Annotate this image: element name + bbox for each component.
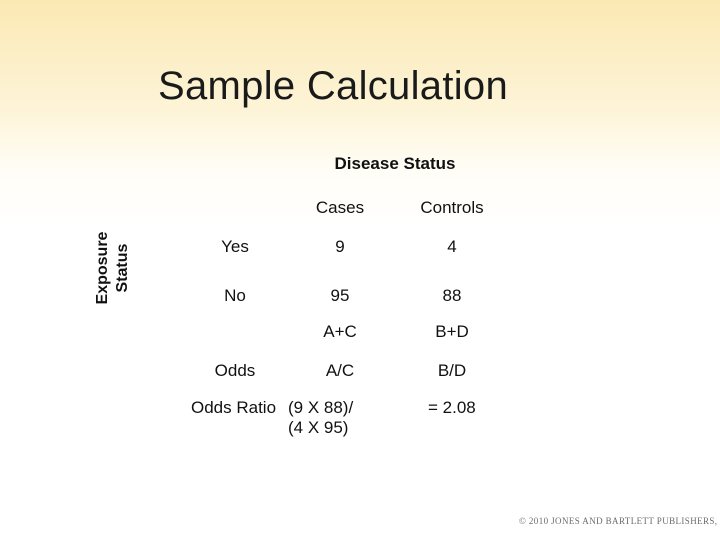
odds-ratio-result: = 2.08 xyxy=(428,398,476,417)
column-group-header: Disease Status xyxy=(334,154,456,173)
slide-title: Sample Calculation xyxy=(158,64,509,108)
column-header-controls: Controls xyxy=(420,198,484,217)
odds-controls: B/D xyxy=(437,361,467,380)
row-label-yes: Yes xyxy=(221,237,249,256)
odds-ratio-formula-line2: (4 X 95) xyxy=(288,418,349,437)
copyright-notice: © 2010 JONES AND BARTLETT PUBLISHERS, LL… xyxy=(519,516,720,526)
odds-label: Odds xyxy=(214,361,256,380)
total-controls: B+D xyxy=(435,322,469,341)
cell-no-cases: 95 xyxy=(330,286,350,305)
cell-yes-controls: 4 xyxy=(447,237,457,256)
row-group-header: Exposure Status xyxy=(93,232,133,305)
column-header-cases: Cases xyxy=(315,198,365,217)
cell-no-controls: 88 xyxy=(442,286,462,305)
row-label-no: No xyxy=(224,286,246,305)
cell-yes-cases: 9 xyxy=(335,237,345,256)
row-group-header-line1: Exposure xyxy=(94,231,111,305)
row-group-header-line2: Status xyxy=(114,243,131,293)
odds-ratio-label: Odds Ratio xyxy=(191,398,277,417)
total-cases: A+C xyxy=(323,322,357,341)
odds-ratio-formula-line1: (9 X 88)/ xyxy=(288,398,354,417)
odds-cases: A/C xyxy=(325,361,355,380)
